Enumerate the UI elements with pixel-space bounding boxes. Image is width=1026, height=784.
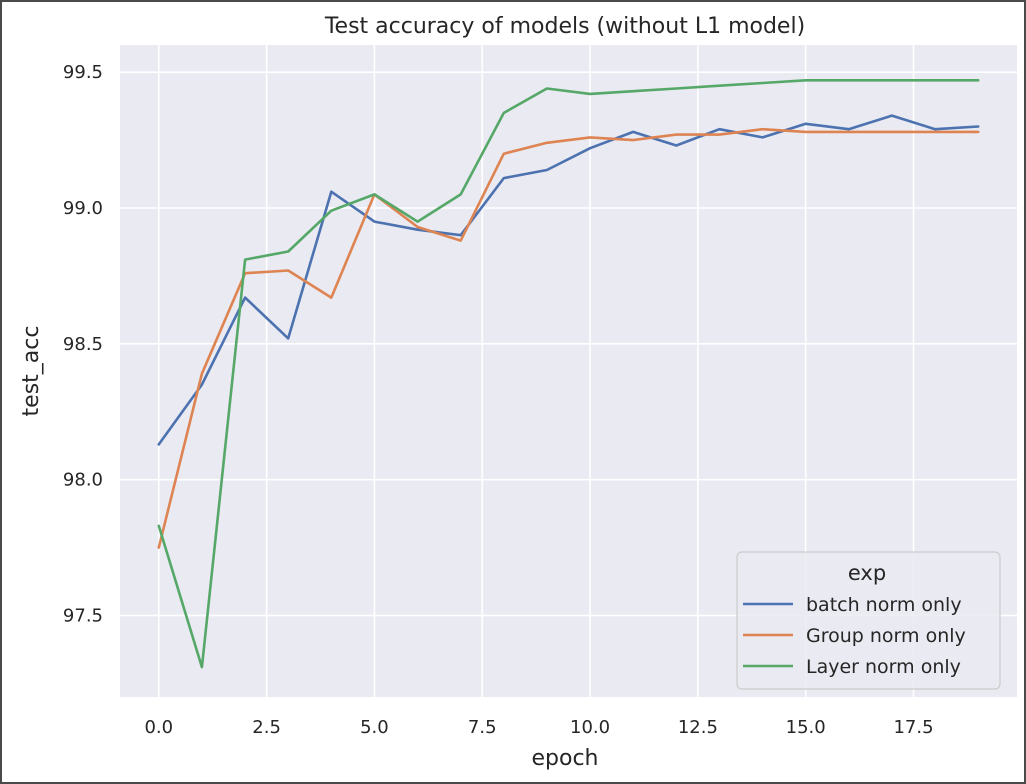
- x-tick-label: 5.0: [360, 717, 389, 738]
- legend-title: exp: [848, 561, 886, 585]
- grid-lines: [120, 45, 1017, 697]
- x-tick-label: 0.0: [144, 717, 173, 738]
- y-tick-label: 99.0: [63, 198, 103, 219]
- x-tick-label: 17.5: [893, 717, 933, 738]
- x-tick-label: 15.0: [786, 717, 826, 738]
- legend-entry-label: batch norm only: [806, 594, 962, 616]
- x-tick-label: 7.5: [468, 717, 497, 738]
- series-line-1: [157, 114, 980, 446]
- y-tick-label: 97.5: [63, 606, 103, 627]
- legend-entry-label: Layer norm only: [806, 656, 961, 678]
- x-tick-label: 10.0: [570, 717, 610, 738]
- chart-title: Test accuracy of models (without L1 mode…: [324, 14, 805, 39]
- x-axis-ticks: 0.0 2.5 5.0 7.5 10.0 12.5 15.0 17.5: [144, 717, 933, 738]
- y-tick-label: 98.5: [63, 334, 103, 355]
- y-axis-label: test_acc: [19, 326, 44, 417]
- legend-items: batch norm only Group norm only Layer norm…: [743, 594, 966, 678]
- y-tick-label: 99.5: [63, 62, 103, 83]
- legend-entry-label: Group norm only: [806, 625, 966, 647]
- y-tick-label: 98.0: [63, 470, 103, 491]
- y-axis-ticks: 97.5 98.0 98.5 99.0 99.5: [63, 62, 103, 626]
- x-tick-label: 2.5: [252, 717, 281, 738]
- x-tick-label: 12.5: [678, 717, 718, 738]
- legend: exp batch norm only Group norm only Layer …: [736, 551, 1001, 690]
- x-axis-label: epoch: [532, 746, 599, 771]
- series-layer: [157, 79, 980, 669]
- series-line-2: [157, 127, 980, 549]
- series-line-3: [157, 79, 980, 669]
- legend-box: [736, 551, 1001, 690]
